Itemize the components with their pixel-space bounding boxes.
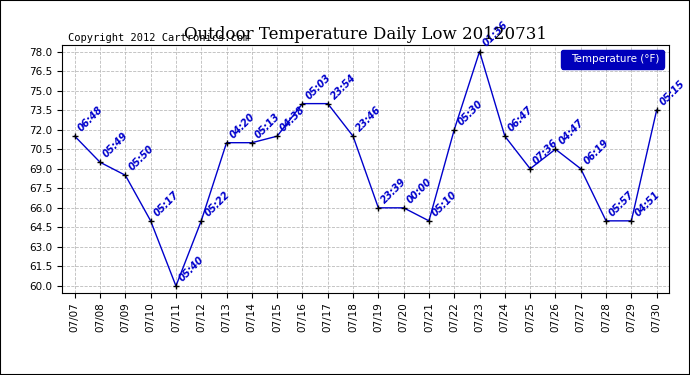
Text: 05:03: 05:03 [304, 72, 333, 101]
Text: 23:46: 23:46 [355, 105, 383, 134]
Title: Outdoor Temperature Daily Low 20120731: Outdoor Temperature Daily Low 20120731 [184, 27, 547, 44]
Text: 05:30: 05:30 [455, 98, 484, 127]
Text: 05:10: 05:10 [431, 189, 459, 218]
Text: 04:20: 04:20 [228, 111, 257, 140]
Text: 05:13: 05:13 [253, 111, 282, 140]
Text: 00:00: 00:00 [405, 176, 434, 205]
Text: 05:49: 05:49 [101, 131, 130, 160]
Text: 05:15: 05:15 [658, 79, 687, 108]
Text: 05:22: 05:22 [203, 189, 231, 218]
Text: 01:36: 01:36 [481, 20, 510, 49]
Text: 23:39: 23:39 [380, 176, 408, 205]
Text: 06:47: 06:47 [506, 105, 535, 134]
Text: 06:19: 06:19 [582, 137, 611, 166]
Legend: Temperature (°F): Temperature (°F) [561, 50, 664, 69]
Text: 04:47: 04:47 [557, 118, 586, 147]
Text: 04:51: 04:51 [633, 189, 662, 218]
Text: 05:57: 05:57 [607, 189, 636, 218]
Text: 06:48: 06:48 [76, 105, 105, 134]
Text: 05:50: 05:50 [126, 144, 155, 172]
Text: 23:54: 23:54 [329, 72, 358, 101]
Text: 05:40: 05:40 [177, 255, 206, 284]
Text: 07:36: 07:36 [531, 137, 560, 166]
Text: 05:17: 05:17 [152, 189, 181, 218]
Text: Copyright 2012 Cartronics.com: Copyright 2012 Cartronics.com [68, 33, 249, 42]
Text: 04:38: 04:38 [278, 105, 307, 134]
